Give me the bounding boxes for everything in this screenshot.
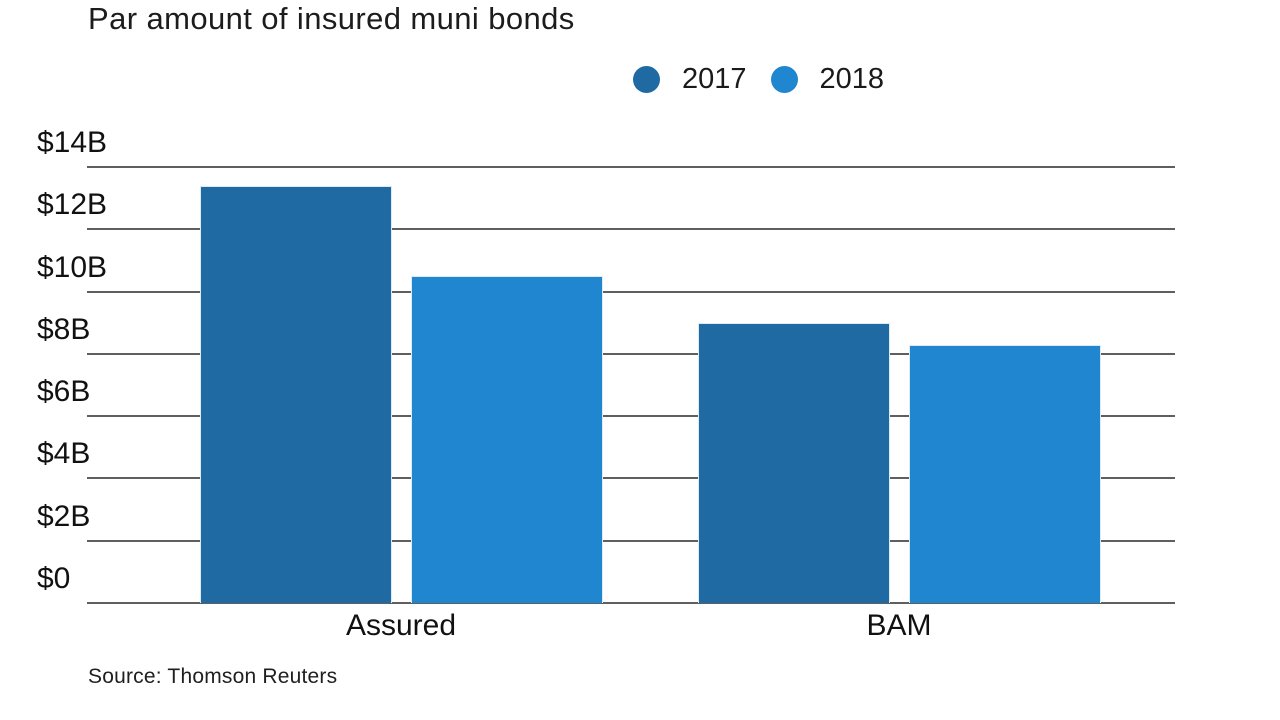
- y-tick-label: $6B: [37, 375, 91, 409]
- source-note: Source: Thomson Reuters: [88, 665, 338, 688]
- y-tick-label: $14B: [37, 126, 108, 159]
- legend-label-2018: 2018: [819, 63, 885, 95]
- legend-item-2017: 2017: [633, 63, 747, 96]
- gridline: [87, 290, 1175, 293]
- category-label-bam: BAM: [866, 609, 932, 642]
- y-tick-label: $4B: [37, 437, 91, 471]
- y-tick-label: $2B: [37, 499, 91, 533]
- bar-2017-assured: [199, 185, 392, 603]
- bar-2018-bam: [908, 344, 1101, 603]
- y-tick-label: $10B: [37, 250, 108, 284]
- gridline: [87, 228, 1175, 231]
- gridline: [87, 477, 1175, 480]
- bar-2018-assured: [410, 276, 603, 603]
- gridline: [87, 352, 1175, 355]
- legend-item-2018: 2018: [770, 63, 885, 96]
- y-tick-label: $8B: [37, 312, 91, 346]
- gridline: [87, 415, 1175, 418]
- gridline: [87, 166, 1175, 168]
- legend: 2017 2018: [633, 63, 884, 96]
- legend-dot-2017-icon: [633, 66, 660, 93]
- y-tick-label: $12B: [37, 188, 108, 222]
- y-tick-label: $0: [37, 562, 71, 595]
- gridline: [87, 539, 1175, 542]
- bar-2017-bam: [697, 322, 890, 603]
- legend-label-2017: 2017: [682, 63, 747, 95]
- legend-dot-2018-icon: [770, 66, 798, 93]
- gridline: [87, 602, 1175, 604]
- category-label-assured: Assured: [345, 609, 457, 642]
- chart-title: Par amount of insured muni bonds: [88, 1, 575, 36]
